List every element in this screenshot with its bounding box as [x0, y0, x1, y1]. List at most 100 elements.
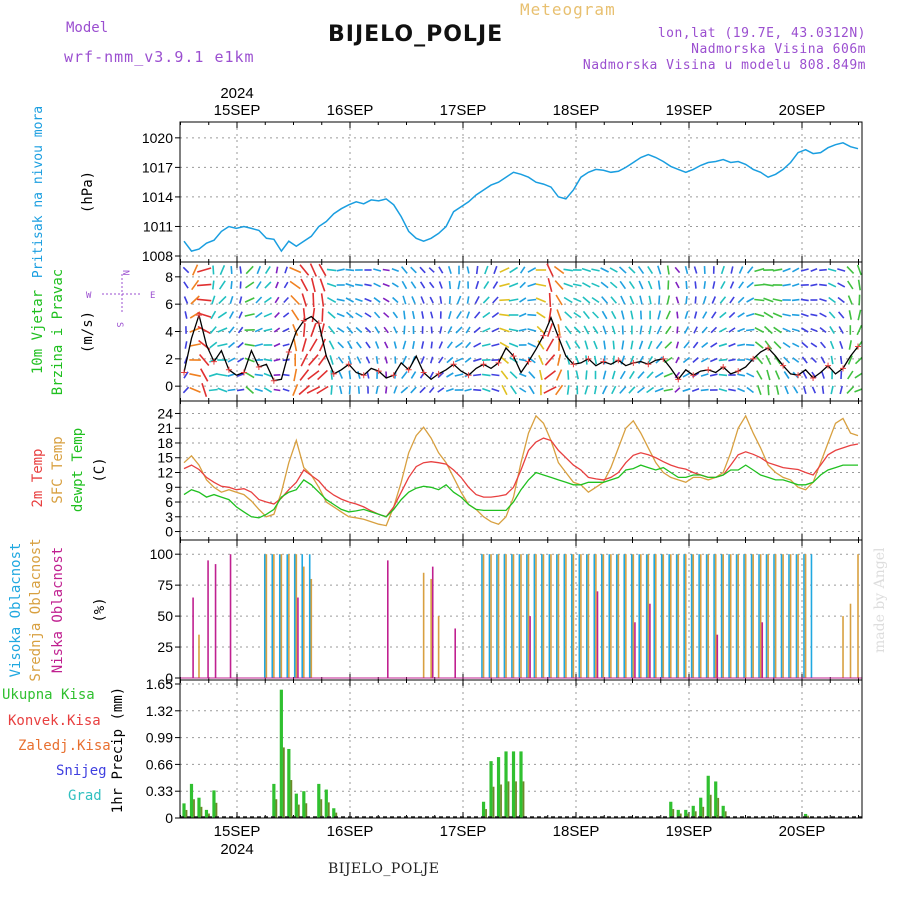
- x-day-label-bottom: 16SEP: [327, 823, 374, 840]
- wind-barb: [675, 281, 680, 289]
- wind-barb: [647, 280, 653, 290]
- wind-barb: [684, 265, 689, 275]
- wind-barb: [491, 311, 500, 319]
- wind-barb: [182, 386, 190, 394]
- cloud-low-axis-label: Niska Oblacnost: [50, 547, 66, 673]
- precip-bar: [182, 803, 186, 818]
- wind-barb: [446, 356, 454, 364]
- wind-barb: [709, 357, 718, 363]
- y-tick-label: 9: [165, 479, 173, 495]
- precip-bar-conv: [320, 799, 323, 818]
- wind-barb: [254, 327, 263, 333]
- wind-barb: [639, 325, 643, 335]
- wind-barb: [230, 266, 233, 274]
- wind-unit-label: (m/s): [80, 311, 96, 353]
- precip-bar: [706, 775, 710, 818]
- precip-bar-conv: [290, 780, 293, 818]
- wind-barb: [229, 295, 234, 305]
- precip-bar-conv: [282, 747, 285, 818]
- wind-barb: [763, 325, 773, 335]
- wind-barb: [391, 267, 399, 273]
- wind-barb: [448, 296, 451, 304]
- wind-barb: [508, 342, 519, 348]
- wind-barb: [519, 266, 526, 274]
- wind-barb: [810, 357, 817, 363]
- wind-barb: [582, 296, 591, 304]
- wind-barb: [682, 372, 691, 378]
- wind-barb: [391, 282, 399, 288]
- precip-bar-conv: [702, 806, 705, 818]
- wind-barb: [737, 387, 746, 393]
- wind-barb: [282, 327, 290, 333]
- wind-barb: [184, 341, 188, 349]
- wind-gust-marker: [210, 358, 217, 365]
- wind-barb: [538, 354, 544, 366]
- wind-barb: [410, 371, 417, 379]
- wind-barb: [601, 310, 608, 320]
- wind-barb: [491, 327, 500, 333]
- y-tick-label: 0: [165, 524, 173, 540]
- wind-barb: [307, 370, 320, 380]
- wind-barb: [191, 264, 199, 276]
- compass-south: S: [114, 322, 124, 327]
- precip-bar: [272, 783, 276, 818]
- wind-gust-marker: [270, 377, 277, 384]
- wind-barb: [544, 370, 556, 380]
- precip-legend-2: Zaledj.Kisa: [18, 738, 111, 754]
- wind-barb: [837, 282, 846, 288]
- y-tick-label: 0: [165, 378, 173, 394]
- wind-barb: [782, 313, 791, 317]
- wind-gust-marker: [855, 343, 861, 350]
- wind-barb: [263, 387, 273, 393]
- wind-barb: [728, 311, 736, 319]
- wind-barb: [263, 372, 273, 378]
- wind-barb: [565, 340, 572, 350]
- wind-barb: [609, 267, 618, 273]
- wind-barb: [791, 328, 800, 332]
- y-tick-label: 25: [157, 639, 173, 655]
- wind-barb: [400, 386, 409, 394]
- wind-barb: [274, 312, 280, 318]
- wind-barb: [410, 266, 417, 274]
- wind-barb: [564, 325, 572, 335]
- wind-barb: [574, 355, 580, 365]
- wind-barb: [320, 293, 325, 307]
- wind-barb: [846, 386, 855, 394]
- wind-barb: [255, 281, 262, 289]
- wind-barb: [782, 327, 791, 333]
- wind-gust-marker: [795, 372, 802, 379]
- wind-barb: [683, 341, 690, 349]
- wind-barb: [709, 373, 718, 377]
- wind-barb: [383, 326, 389, 334]
- wind-barb: [182, 266, 190, 274]
- wind-barb: [273, 388, 281, 392]
- wind-barb: [327, 311, 336, 319]
- wind-barb: [544, 354, 556, 366]
- wind-barb: [383, 341, 389, 349]
- wind-barb: [302, 323, 306, 337]
- wind-barb: [492, 296, 499, 304]
- wind-gust-marker: [825, 362, 832, 369]
- wind-barb: [228, 326, 235, 334]
- wind-barb: [198, 353, 210, 367]
- wind-barb: [828, 311, 836, 319]
- wind-barb: [730, 266, 734, 274]
- wind-barb: [412, 340, 415, 350]
- wind-barb: [355, 341, 362, 349]
- wind-barb: [772, 312, 783, 318]
- wind-barb: [392, 296, 399, 304]
- wind-barb: [482, 387, 491, 393]
- wind-gust-marker: [585, 355, 592, 362]
- wind-barb: [338, 371, 344, 379]
- wind-barb: [819, 341, 827, 349]
- wind-barb: [620, 310, 625, 320]
- pressure-series-line: [183, 142, 859, 253]
- precip-bar-conv: [492, 786, 495, 818]
- wind-barb: [729, 281, 735, 289]
- wind-barb: [236, 388, 245, 392]
- x-day-label-top: 15SEP: [214, 102, 261, 119]
- wind-barb: [746, 372, 755, 378]
- wind-barb: [301, 338, 307, 352]
- wind-barb: [746, 328, 755, 332]
- wind-barb: [676, 311, 679, 319]
